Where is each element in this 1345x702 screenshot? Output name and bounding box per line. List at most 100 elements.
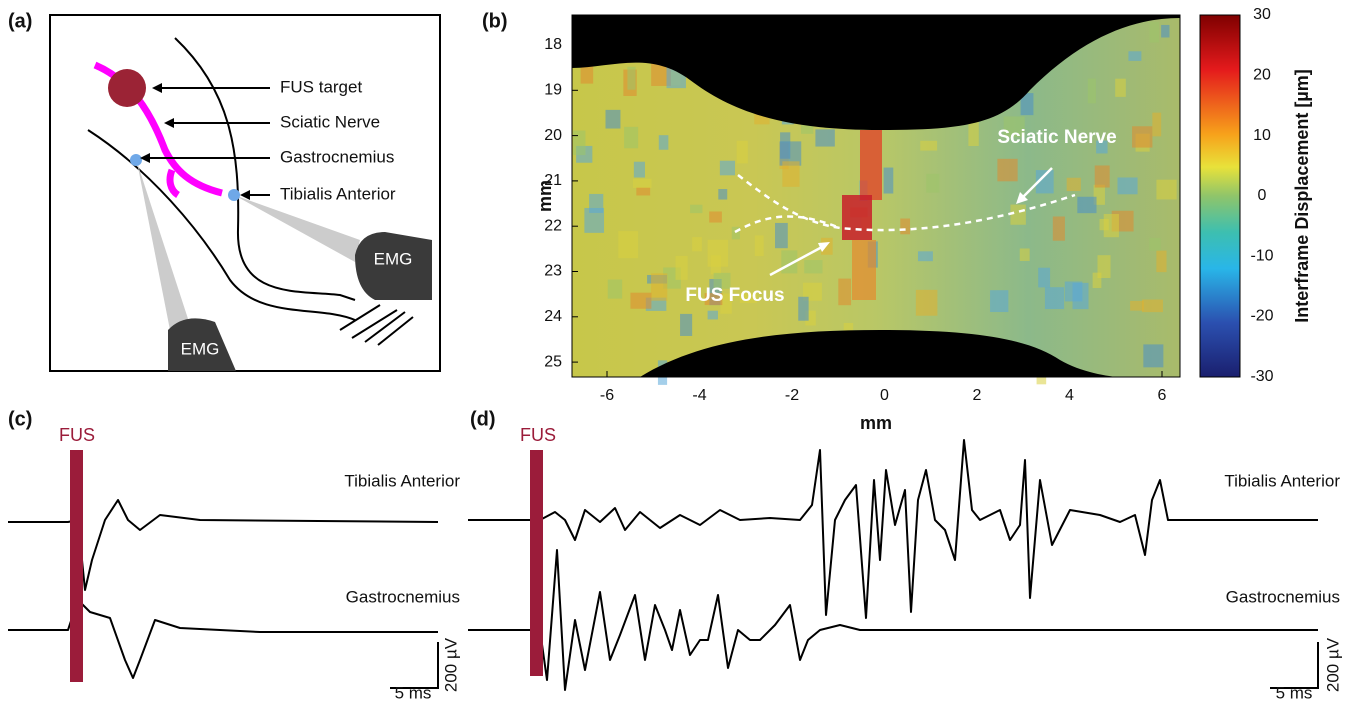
colorbar-tick-label: -10 [1250,247,1273,264]
heatmap-patch [675,256,687,280]
annotation: Gastrocnemius [280,147,394,166]
emg-label: EMG [374,249,413,268]
stimulus-label: FUS [59,425,95,445]
heatmap-patch [1149,238,1160,251]
heatmap-patch [1098,255,1111,278]
electrode [228,189,240,201]
heatmap-patch [1132,126,1152,147]
annotation: Sciatic Nerve [280,112,380,131]
heatmap-patch [804,260,822,273]
heatmap-patch [920,141,937,151]
emg-label: EMG [181,339,220,358]
trace-label: Tibialis Anterior [1224,471,1340,490]
heatmap-patch [1150,22,1159,43]
heatmap-patch [618,231,638,258]
colorbar-tick-label: -30 [1250,368,1273,385]
heatmap-patch [1117,177,1137,194]
heatmap-patch [1142,300,1163,313]
figure: (a) EMG EMG FUS target Sciatic Nerve Gas… [0,0,1345,702]
emg-beam [234,195,360,262]
toes [340,305,413,345]
y-tick-label: 18 [544,36,562,53]
x-tick-label: 4 [1065,387,1074,404]
colorbar-tick-label: 10 [1253,127,1271,144]
emg-trace [468,440,1318,618]
heatmap-patch [997,159,1017,182]
heatmap-patch [608,280,622,299]
heatmap-patch [581,65,594,83]
colorbar-label: Interframe Displacement [µm] [1292,69,1312,322]
panel-label: (b) [482,10,508,32]
heatmap-patch [630,293,651,309]
heatmap-patch [589,194,603,213]
heatmap-patch [680,314,692,336]
heatmap-patch [690,205,702,213]
heatmap-patch [1020,248,1030,260]
fus-pulse [530,450,543,676]
annotation: Tibialis Anterior [280,184,396,203]
heatmap-patch [1128,51,1141,61]
heatmap-patch [659,135,669,150]
heatmap-patch [775,223,788,248]
y-axis-label: mm [535,180,555,212]
fus-pulse [70,450,83,682]
y-tick-label: 23 [544,263,562,280]
y-tick-label: 24 [544,308,562,325]
heatmap-patch [918,251,933,261]
scale-y: 200 µV [441,637,460,692]
heatmap-patch [708,240,728,267]
annotation: Sciatic Nerve [997,127,1116,148]
heatmap-patch [1038,268,1050,288]
heatmap-patch [634,162,645,178]
colorbar-tick-label: 0 [1258,187,1267,204]
heatmap-patch [627,67,635,90]
annotation: FUS target [280,77,362,96]
heatmap-patch [605,110,620,129]
heatmap-patch [718,189,727,199]
heatmap-patch [1104,214,1119,237]
colorbar-tick-label: -20 [1250,308,1273,325]
heatmap-patch [1115,79,1126,97]
trace-label: Gastrocnemius [1226,587,1340,606]
heatmap-patch [755,235,764,256]
heatmap-patch [1156,180,1176,200]
scale-bar [390,642,438,688]
heatmap-patch [651,273,667,300]
panel-label: (a) [8,10,32,32]
heatmap-patch [1045,287,1064,309]
scale-y: 200 µV [1323,637,1342,692]
heatmap-patch [926,174,939,193]
x-axis-label: mm [860,413,892,433]
heatmap-patch [900,218,910,234]
heatmap-patch [1077,197,1096,213]
heatmap-patch [990,290,1008,312]
heatmap-patch [692,237,702,251]
x-tick-label: -2 [785,387,799,404]
scale-x: 5 ms [395,683,432,702]
heatmap-patch [573,131,585,156]
y-tick-label: 20 [544,127,562,144]
heatmap-patch [1161,25,1169,38]
heatmap-patch [1088,79,1096,104]
x-tick-label: 0 [880,387,889,404]
x-tick-label: -4 [692,387,706,404]
emg-trace [468,550,1318,690]
heatmap-patch [1143,344,1163,367]
y-tick-label: 22 [544,217,562,234]
panel-label: (c) [8,408,32,430]
heatmap-patch [720,161,735,176]
y-tick-label: 19 [544,82,562,99]
heatmap-patch [782,161,799,186]
heatmap-patch [633,179,652,188]
electrode [130,154,142,166]
colorbar-tick-label: 30 [1253,6,1271,23]
heatmap-patch [815,129,834,146]
heatmap-patch [1152,113,1161,137]
heatmap-patch [1053,217,1065,241]
heatmap-patch [798,297,808,321]
heatmap-patch [737,141,748,164]
annotation: FUS Focus [685,285,784,306]
heatmap [572,15,1180,385]
colorbar [1200,15,1240,377]
heatmap-patch [708,311,718,320]
